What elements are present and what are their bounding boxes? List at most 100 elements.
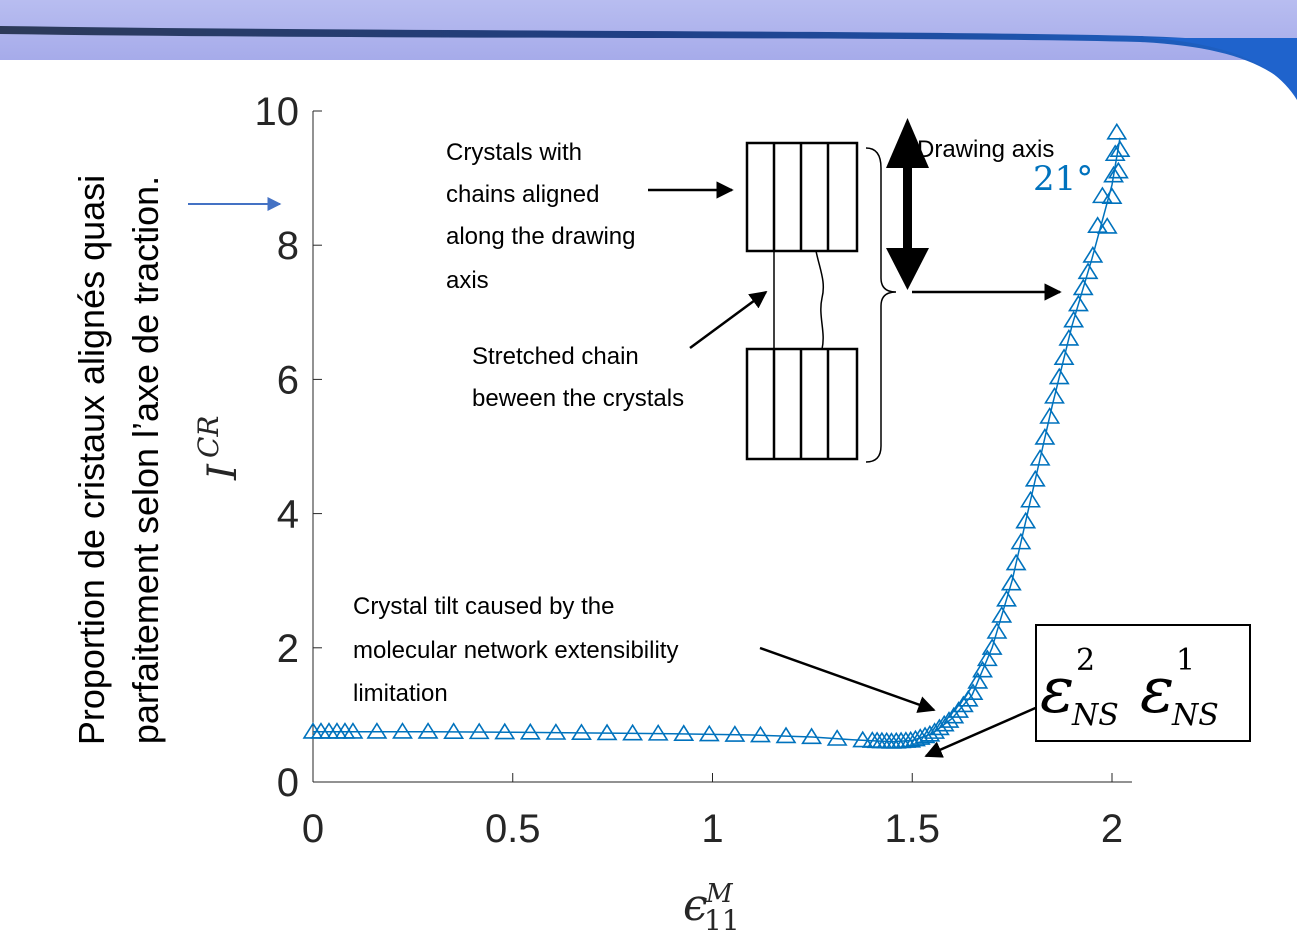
eps-sub-b: NS [1171, 698, 1219, 733]
data-point [1053, 348, 1075, 366]
axes [312, 111, 1132, 783]
data-point [1077, 262, 1099, 280]
y-desc-line2: parfaitement selon l’axe de traction. [125, 176, 166, 744]
y-tick-label: 8 [277, 224, 299, 268]
eps-arrow [924, 704, 1041, 758]
y-tick-label: 2 [277, 627, 299, 671]
series-markers [302, 122, 1131, 749]
data-point [1039, 407, 1061, 424]
data-point [749, 725, 771, 743]
data-point [1000, 573, 1022, 591]
data-point [1096, 217, 1118, 234]
data-point [948, 701, 970, 718]
data-point [1024, 469, 1046, 487]
y-tick-label: 0 [277, 761, 299, 805]
data-point [443, 722, 465, 739]
x-axis-label: ϵ M 11 [683, 879, 740, 937]
data-point [698, 724, 720, 742]
data-point [1103, 165, 1125, 183]
tilt-arrow [759, 646, 936, 713]
eps-sup-a: 2 [1076, 643, 1095, 678]
data-point [571, 723, 592, 741]
crystals-label-4: axis [446, 267, 489, 294]
x-label-sub: 11 [704, 904, 740, 937]
data-point [909, 728, 931, 745]
eps-box: ε 2 NS ε 1 NS [1035, 624, 1251, 742]
y-ticks: 0 2 4 6 8 10 [255, 90, 322, 805]
annotations: Drawing axis Crystals with chains aligne… [353, 136, 1054, 707]
data-point [519, 722, 541, 740]
data-point [1048, 367, 1070, 385]
data-point [1107, 161, 1129, 179]
data-point [1044, 386, 1065, 404]
x-tick-label: 1.5 [884, 807, 940, 851]
x-tick-label: 2 [1101, 807, 1123, 851]
stretched-chain-arrow [689, 290, 768, 350]
data-point [1015, 511, 1037, 529]
data-point [417, 722, 439, 739]
eps-sup-b: 1 [1176, 643, 1195, 678]
data-point [1101, 187, 1123, 204]
y-label-sym: I [200, 463, 246, 481]
data-point [981, 638, 1003, 655]
drawing-axis-arrow [886, 118, 929, 290]
data-point [967, 672, 989, 689]
data-point [826, 729, 848, 746]
y-label-sup: CR [192, 415, 225, 458]
data-point [1067, 294, 1089, 312]
data-point [972, 660, 994, 678]
stretched-label-1: Stretched chain [472, 343, 639, 370]
crystal-schematic [745, 141, 897, 463]
x-label-sup: M [705, 879, 734, 909]
x-label-base: ϵ [683, 880, 708, 931]
tilt-label-3: limitation [353, 680, 448, 707]
crystals-label-2: chains aligned [446, 181, 599, 208]
data-point [596, 723, 618, 741]
data-point [986, 622, 1008, 639]
crystals-label-3: along the drawing [446, 223, 635, 250]
data-point [1087, 216, 1109, 233]
data-point [1082, 246, 1104, 263]
y-axis-label: I CR [192, 415, 246, 481]
data-point [392, 722, 413, 739]
y-tick-label: 6 [277, 358, 299, 402]
data-point [919, 724, 941, 742]
data-point [1091, 186, 1113, 204]
eps-symbol-a: ε [1040, 654, 1074, 728]
data-point [801, 727, 823, 745]
drawing-axis-label: Drawing axis [917, 136, 1054, 163]
y-desc-line1: Proportion de cristaux alignés quasi [71, 175, 112, 745]
data-point [545, 723, 567, 740]
data-point [775, 726, 797, 744]
data-point [962, 683, 984, 700]
data-point [976, 649, 998, 667]
slide-banner [0, 0, 1297, 100]
tilt-label-1: Crystal tilt caused by the [353, 593, 614, 620]
data-point [673, 724, 695, 741]
x-ticks: 0 0.5 1 1.5 2 [302, 773, 1123, 851]
stretched-chain-2 [815, 250, 825, 350]
data-point [943, 706, 965, 724]
data-point [1005, 553, 1027, 571]
data-point [1029, 448, 1051, 466]
data-point [1072, 278, 1094, 296]
data-point [996, 589, 1017, 607]
eps-symbol-b: ε [1140, 654, 1174, 728]
tilt-label-2: molecular network extensibility [353, 637, 678, 664]
x-tick-label: 1 [701, 807, 723, 851]
eps-sub-a: NS [1071, 698, 1119, 733]
stretched-label-2: beween the crystals [472, 385, 684, 412]
data-point [900, 730, 922, 748]
data-point [342, 722, 364, 739]
data-point [494, 722, 516, 740]
data-point [1020, 490, 1041, 508]
angle-label: 21° [1033, 159, 1093, 199]
data-point [952, 695, 974, 713]
data-point [647, 723, 669, 741]
x-tick-label: 0.5 [485, 807, 541, 851]
data-point [933, 714, 955, 732]
data-point [366, 722, 388, 739]
data-point [1010, 532, 1032, 550]
